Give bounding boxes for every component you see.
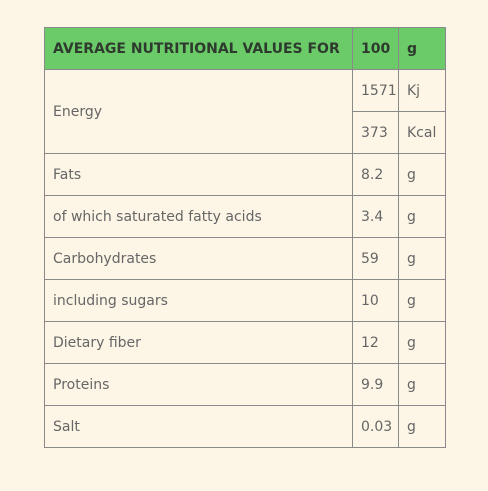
unit-cell: g: [398, 153, 446, 196]
value-cell: 59: [352, 237, 399, 280]
unit-cell: g: [398, 405, 446, 448]
unit-cell: g: [398, 321, 446, 364]
nutrient-row: Salt 0.03 g: [44, 405, 446, 448]
energy-row: Energy 1571 Kj: [44, 69, 446, 154]
row-label: Salt: [44, 405, 353, 448]
row-label: Carbohydrates: [44, 237, 353, 280]
row-label: Proteins: [44, 363, 353, 406]
value-cell: 8.2: [352, 153, 399, 196]
value-cell: 0.03: [352, 405, 399, 448]
value-cell: 373: [352, 111, 399, 154]
value-cell: 10: [352, 279, 399, 322]
unit-cell: g: [398, 363, 446, 406]
nutrient-row: including sugars 10 g: [44, 279, 446, 322]
header-cell: g: [398, 27, 446, 70]
row-label: Fats: [44, 153, 353, 196]
nutrient-row: Dietary fiber 12 g: [44, 321, 446, 364]
row-label: of which saturated fatty acids: [44, 195, 353, 238]
row-label: Energy: [44, 69, 353, 154]
nutrient-row: Proteins 9.9 g: [44, 363, 446, 406]
unit-cell: Kcal: [398, 111, 446, 154]
unit-cell: g: [398, 237, 446, 280]
nutrient-row: Fats 8.2 g: [44, 153, 446, 196]
unit-cell: Kj: [398, 69, 446, 112]
value-cell: 3.4: [352, 195, 399, 238]
nutrient-row: of which saturated fatty acids 3.4 g: [44, 195, 446, 238]
table-body: Energy 1571 Kj 373 Kcal Fats 8.2 g of which…: [44, 69, 446, 448]
energy-row: 373 Kcal: [45, 111, 446, 154]
nutrient-row: Carbohydrates 59 g: [44, 237, 446, 280]
unit-cell: g: [398, 279, 446, 322]
unit-cell: g: [398, 195, 446, 238]
row-label: Dietary fiber: [44, 321, 353, 364]
value-cell: 12: [352, 321, 399, 364]
header-row: AVERAGE NUTRITIONAL VALUES FOR 100 g: [44, 27, 446, 70]
value-cell: 9.9: [352, 363, 399, 406]
row-label: including sugars: [44, 279, 353, 322]
header-cell: AVERAGE NUTRITIONAL VALUES FOR: [44, 27, 353, 70]
nutrition-table: AVERAGE NUTRITIONAL VALUES FOR 100 g Ene…: [44, 27, 446, 448]
value-cell: 1571: [352, 69, 399, 112]
header-cell: 100: [352, 27, 399, 70]
